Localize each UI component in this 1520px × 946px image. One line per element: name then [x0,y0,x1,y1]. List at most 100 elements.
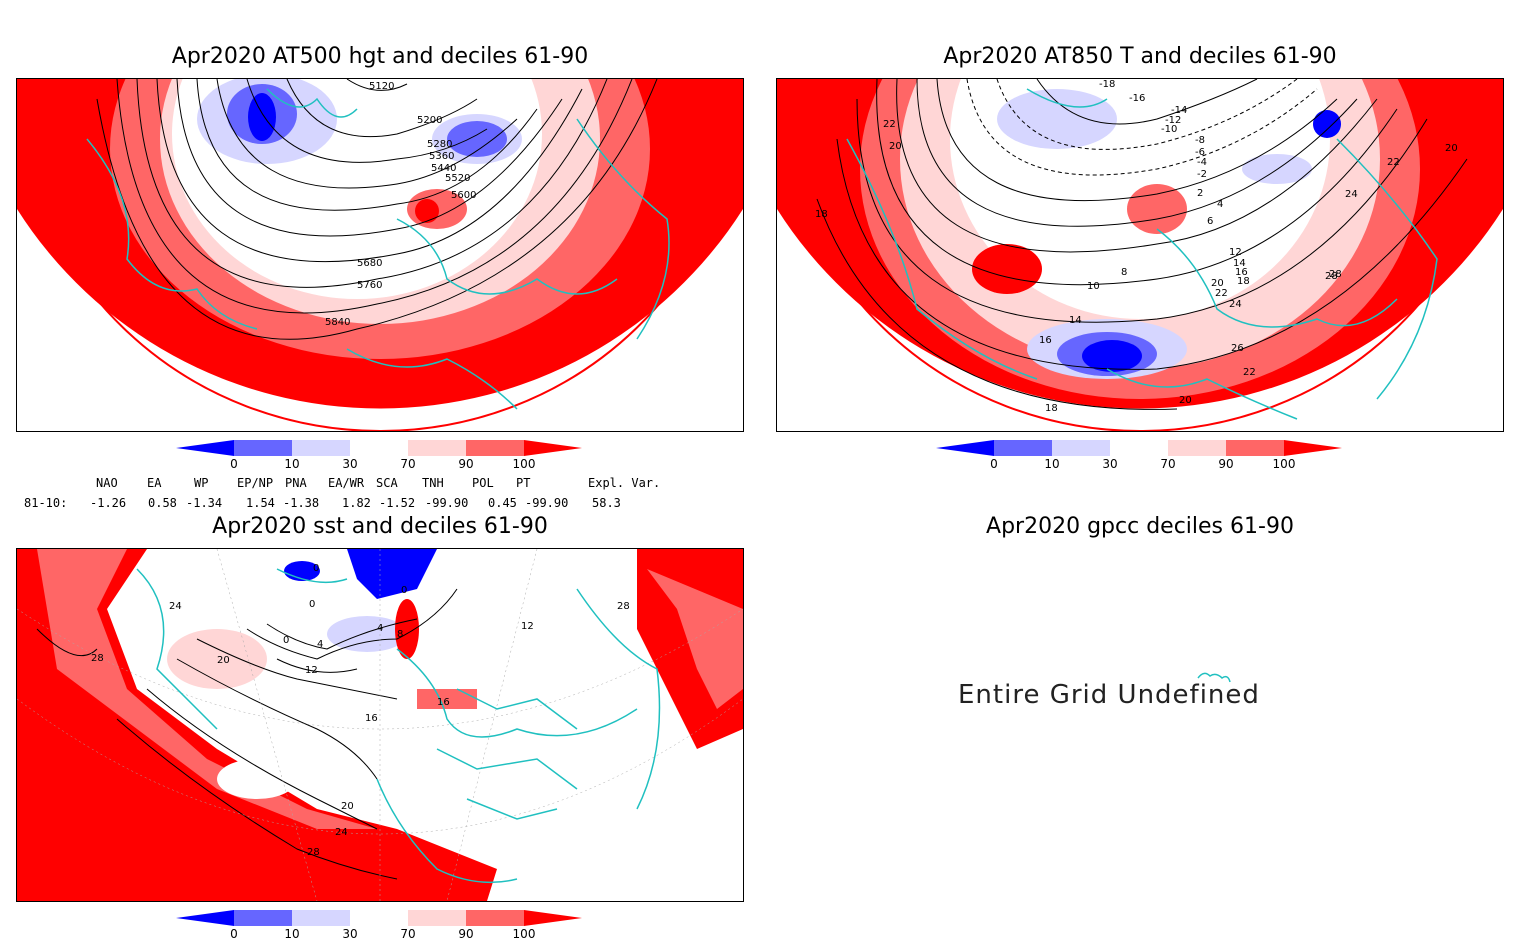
sst-title: Apr2020 sst and deciles 61-90 [212,514,548,539]
idx-h-sca: SCA [376,476,398,490]
z500-coastline-europe [396,218,618,295]
sst-light-atlantic [167,629,267,689]
z500-label-5120: 5120 [369,81,394,92]
z500-contour-5520 [176,79,563,237]
sst-border-3 [466,798,558,820]
cbar2-tick-0: 0 [990,457,998,471]
sst-coastline-africa [376,778,518,884]
sst-label-28-b: 28 [307,847,320,858]
cbar-tick-10: 10 [284,457,300,471]
sst-map: 24 28 20 0 0 4 8 4 12 16 16 20 24 28 0 0… [16,548,744,902]
cbar-seg-0 [176,440,234,456]
idx-h-nao: NAO [96,476,118,490]
t850-contour-10 [816,198,1178,410]
t850-contour-9 [836,138,1468,370]
sst-label-16-b: 16 [437,697,450,708]
sst-warm-norway [395,599,419,659]
t850-label-4: 4 [1217,199,1223,210]
t850-label-neg10: -10 [1161,124,1177,135]
t850-hemisphere-rim [777,79,1503,431]
sst-label-4-b: 4 [377,623,383,634]
sst-contour-1 [36,628,98,657]
cbar3-tick-10: 10 [284,927,300,941]
t850-label-neg14: -14 [1171,105,1187,116]
gpcc-coastline-fragment [1197,672,1231,683]
t850-coastline-3 [1156,228,1398,328]
sst-label-0-b: 0 [283,635,289,646]
cbar-seg-2 [292,440,350,456]
cbar3-tick-70: 70 [400,927,416,941]
idx-h-ea: EA [147,476,162,490]
cbar-seg-4 [408,440,466,456]
z500-label-5520: 5520 [445,173,470,184]
sst-graticule-5 [446,549,538,901]
t850-label-neg16: -16 [1129,93,1145,104]
idx-h-wp: WP [194,476,209,490]
t850-contour-7 [876,79,1398,286]
idx-v-nao: -1.26 [90,496,127,510]
z500-coastline-africa [346,348,518,410]
t850-label-6: 6 [1207,216,1213,227]
sst-label-28-left: 28 [91,653,104,664]
sst-label-12: 12 [305,665,318,676]
t850-label-28: 28 [1329,269,1342,280]
sst-contour-3 [176,658,378,780]
cbar2-tick-100: 100 [1272,457,1296,471]
t850-label-20: 20 [1211,278,1224,289]
t850-label-20-left: 20 [889,141,902,152]
sst-label-20: 20 [217,655,230,666]
gpcc-undefined-message: Entire Grid Undefined [958,680,1260,710]
t850-contour-1 [1036,79,1258,125]
t850-high-anomaly-eu [1127,184,1187,234]
sst-label-0-a: 0 [309,599,315,610]
t850-label-22-bottom: 22 [1243,367,1256,378]
sst-contour-7 [266,618,418,650]
t850-label-neg8: -8 [1195,135,1205,146]
cbar3-tick-100: 100 [512,927,536,941]
z500-label-5600: 5600 [451,190,476,201]
t850-coastline-4 [1336,138,1438,400]
t850-contour-3 [966,79,1318,176]
cbar3-tick-30: 30 [342,927,358,941]
t850-label-10: 10 [1087,281,1100,292]
t850-label-14-low: 14 [1069,315,1082,326]
idx-h-epnp: EP/NP [237,476,274,490]
sst-contour-5 [116,718,398,880]
idx-v-pol: 0.45 [488,496,517,510]
cbar-tick-100: 100 [512,457,536,471]
z500-label-5840: 5840 [325,317,350,328]
t850-title: Apr2020 AT850 T and deciles 61-90 [943,44,1337,69]
z500-contour-5440 [196,79,538,211]
z500-label-5360: 5360 [429,151,454,162]
t850-map: -18 -16 -14 -12 -10 -8 -6 -4 -2 2 4 6 8 … [776,78,1504,432]
z500-hemisphere-rim [17,79,743,431]
t850-low-anomaly-arctic [997,89,1117,149]
z500-label-5200: 5200 [417,115,442,126]
sst-contour-2 [196,638,398,700]
t850-contour-2 [996,79,1298,150]
z500-contour-5120 [346,79,408,91]
idx-h-eawr: EA/WR [328,476,365,490]
z500-contour-5840 [96,79,658,340]
sst-normal-atlantic [217,759,297,799]
sst-label-4-a: 4 [317,639,323,650]
z500-contour-5760 [116,79,633,314]
cbar-seg-3 [350,440,408,456]
sst-label-24-left: 24 [169,601,182,612]
cbar2-tick-30: 30 [1102,457,1118,471]
t850-contour-6 [896,79,1378,253]
sst-contour-4 [146,688,378,830]
z500-map: 5120 5200 5280 5360 5440 5520 5600 5680 … [16,78,744,432]
z500-label-5280: 5280 [427,139,452,150]
sst-decile-fill-mod-right [647,569,743,709]
z500-coastline-greenland [266,88,358,118]
cbar2-tick-70: 70 [1160,457,1176,471]
sst-border-2 [436,748,578,790]
t850-label-2: 2 [1197,188,1203,199]
sst-coastline-europe [396,648,638,738]
sst-decile-fill-high-left [17,549,497,901]
t850-label-24: 24 [1229,299,1242,310]
t850-contour-5 [916,79,1358,227]
idx-v-pt: -99.90 [525,496,569,510]
z500-contour-5600 [156,79,583,263]
